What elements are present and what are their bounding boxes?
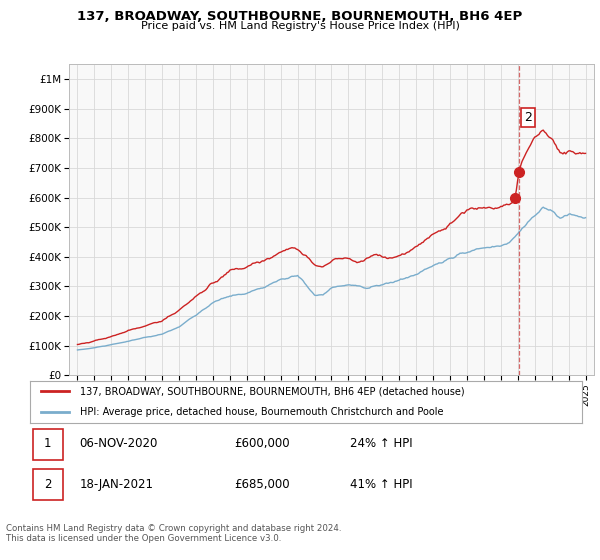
- Bar: [33, 429, 63, 460]
- Text: 1: 1: [44, 437, 52, 450]
- Text: 2: 2: [44, 478, 52, 491]
- Text: HPI: Average price, detached house, Bournemouth Christchurch and Poole: HPI: Average price, detached house, Bour…: [80, 407, 443, 417]
- Text: 06-NOV-2020: 06-NOV-2020: [80, 437, 158, 450]
- Bar: [33, 469, 63, 500]
- Text: Price paid vs. HM Land Registry's House Price Index (HPI): Price paid vs. HM Land Registry's House …: [140, 21, 460, 31]
- Text: 18-JAN-2021: 18-JAN-2021: [80, 478, 154, 491]
- Text: 137, BROADWAY, SOUTHBOURNE, BOURNEMOUTH, BH6 4EP: 137, BROADWAY, SOUTHBOURNE, BOURNEMOUTH,…: [77, 10, 523, 22]
- Text: 24% ↑ HPI: 24% ↑ HPI: [350, 437, 413, 450]
- Text: 41% ↑ HPI: 41% ↑ HPI: [350, 478, 413, 491]
- Text: 137, BROADWAY, SOUTHBOURNE, BOURNEMOUTH, BH6 4EP (detached house): 137, BROADWAY, SOUTHBOURNE, BOURNEMOUTH,…: [80, 386, 464, 396]
- Text: £600,000: £600,000: [234, 437, 290, 450]
- Text: £685,000: £685,000: [234, 478, 290, 491]
- Text: Contains HM Land Registry data © Crown copyright and database right 2024.
This d: Contains HM Land Registry data © Crown c…: [6, 524, 341, 543]
- Text: 2: 2: [524, 111, 532, 124]
